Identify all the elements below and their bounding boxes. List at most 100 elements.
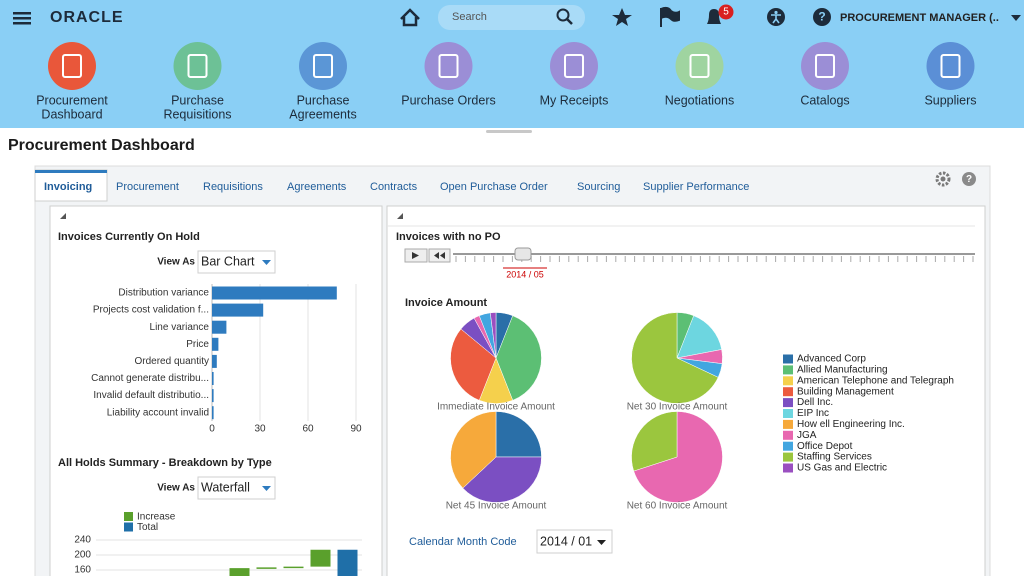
pie-slice[interactable] bbox=[495, 315, 542, 401]
menu-button[interactable] bbox=[13, 12, 31, 25]
y-tick-label: 160 bbox=[74, 565, 91, 576]
nav-label[interactable]: Suppliers bbox=[924, 93, 976, 107]
user-menu-arrow[interactable] bbox=[1011, 15, 1021, 21]
pie-slice[interactable] bbox=[631, 411, 678, 472]
nav-label[interactable]: Requisitions bbox=[163, 107, 231, 121]
legend-label: Advanced Corp bbox=[797, 354, 866, 365]
nav-glyph bbox=[815, 54, 835, 78]
collapse-icon[interactable] bbox=[397, 213, 403, 219]
nav-label[interactable]: My Receipts bbox=[540, 93, 609, 107]
watchlist-icon[interactable] bbox=[660, 6, 680, 27]
nav-icon[interactable] bbox=[926, 42, 975, 90]
waterfall-bar bbox=[229, 568, 250, 576]
page-title: Procurement Dashboard bbox=[8, 137, 195, 154]
nav-label[interactable]: Purchase bbox=[297, 93, 350, 107]
tab[interactable]: Open Purchase Order bbox=[440, 181, 548, 193]
nav-icon[interactable] bbox=[424, 42, 473, 90]
y-tick-label: 200 bbox=[74, 550, 91, 561]
nav-label[interactable]: Purchase bbox=[171, 93, 224, 107]
nav-label[interactable]: Procurement bbox=[36, 93, 108, 107]
bar bbox=[212, 354, 217, 368]
nav-icon[interactable] bbox=[173, 42, 222, 90]
nav-icon[interactable] bbox=[299, 42, 347, 90]
tab-bar: Invoicing Procurement Requisitions Agreemen… bbox=[34, 169, 749, 202]
chart-title: Invoices Currently On Hold bbox=[58, 231, 200, 243]
nav-glyph bbox=[187, 54, 208, 78]
nav-icon[interactable] bbox=[675, 42, 724, 90]
tab[interactable]: Contracts bbox=[370, 181, 418, 193]
dropdown-value[interactable]: Waterfall bbox=[201, 480, 250, 494]
home-icon[interactable] bbox=[400, 8, 420, 27]
nav-icon[interactable] bbox=[550, 42, 598, 90]
nav-label[interactable]: Agreements bbox=[289, 107, 356, 121]
nav-icon[interactable] bbox=[801, 42, 849, 90]
favorites-icon[interactable] bbox=[612, 8, 632, 26]
nav-label[interactable]: Purchase Orders bbox=[401, 93, 495, 107]
play-glyph bbox=[412, 252, 419, 259]
pie-slice[interactable] bbox=[462, 456, 542, 503]
calendar-value[interactable]: 2014 / 01 bbox=[540, 534, 592, 548]
bar bbox=[212, 303, 264, 317]
calendar-dropdown[interactable] bbox=[536, 529, 613, 554]
slider-thumb[interactable] bbox=[514, 247, 532, 261]
legend-label: Total bbox=[137, 522, 158, 533]
tab[interactable]: Requisitions bbox=[203, 181, 263, 193]
nav-label[interactable]: Dashboard bbox=[41, 107, 102, 121]
nav-glyph bbox=[438, 54, 459, 78]
legend-label: JGA bbox=[797, 430, 817, 441]
dropdown-arrow[interactable] bbox=[597, 540, 606, 545]
nav-icon[interactable] bbox=[48, 42, 96, 90]
pie-label: Net 30 Invoice Amount bbox=[627, 402, 728, 413]
search-box[interactable] bbox=[438, 5, 585, 30]
y-tick-label: Projects cost validation f... bbox=[93, 305, 209, 316]
tab[interactable]: Supplier Performance bbox=[643, 181, 749, 193]
legend-swatch bbox=[124, 522, 133, 532]
search-icon[interactable] bbox=[556, 8, 573, 25]
y-tick-label: Price bbox=[186, 339, 209, 350]
legend-label: EIP Inc bbox=[797, 408, 829, 419]
svg-text:?: ? bbox=[818, 10, 825, 24]
tab[interactable]: Agreements bbox=[287, 181, 347, 193]
view-as-label: View As bbox=[157, 483, 195, 494]
dropdown-arrow[interactable] bbox=[262, 260, 271, 265]
legend-label: Staffing Services bbox=[797, 452, 872, 463]
pie-slice[interactable] bbox=[633, 411, 723, 503]
bar bbox=[212, 389, 214, 403]
pie-slice[interactable] bbox=[495, 411, 542, 458]
chart-title: All Holds Summary - Breakdown by Type bbox=[58, 457, 272, 469]
user-menu[interactable]: PROCUREMENT MANAGER (.. bbox=[840, 12, 999, 24]
bar bbox=[212, 337, 219, 351]
dropdown-arrow[interactable] bbox=[262, 486, 271, 491]
legend-label: Allied Manufacturing bbox=[797, 365, 888, 376]
y-tick-label: Liability account invalid bbox=[107, 407, 209, 418]
pie-slice[interactable] bbox=[450, 328, 497, 401]
pie-slice[interactable] bbox=[676, 315, 722, 359]
legend-label: Dell Inc. bbox=[797, 397, 833, 408]
help-icon[interactable]: ? bbox=[813, 8, 831, 26]
nav-label[interactable]: Catalogs bbox=[800, 93, 849, 107]
rewind-button[interactable] bbox=[428, 248, 451, 263]
collapse-icon[interactable] bbox=[60, 213, 66, 219]
tab[interactable]: Procurement bbox=[116, 181, 179, 193]
pie-slice[interactable] bbox=[450, 411, 497, 489]
tab[interactable]: Invoicing bbox=[44, 181, 92, 193]
nav-glyph bbox=[62, 54, 82, 78]
accessibility-icon[interactable] bbox=[767, 8, 785, 26]
legend-swatch bbox=[783, 409, 793, 418]
nav-label[interactable]: Negotiations bbox=[665, 93, 735, 107]
legend-swatch bbox=[783, 463, 793, 473]
y-tick-label: Line variance bbox=[150, 322, 210, 333]
pie-slice[interactable] bbox=[631, 312, 719, 404]
tab[interactable]: Sourcing bbox=[577, 181, 620, 193]
pie-slice[interactable] bbox=[490, 312, 497, 359]
nav-glyph bbox=[564, 54, 584, 78]
waterfall-bar bbox=[310, 549, 331, 567]
dropdown[interactable] bbox=[197, 476, 276, 500]
settings-icon[interactable] bbox=[935, 171, 951, 187]
dropdown[interactable] bbox=[197, 250, 276, 274]
tab-help-icon[interactable]: ? bbox=[962, 172, 976, 186]
notifications-icon[interactable] bbox=[707, 9, 721, 24]
dropdown-value[interactable]: Bar Chart bbox=[201, 254, 255, 268]
drag-handle[interactable] bbox=[486, 130, 532, 133]
